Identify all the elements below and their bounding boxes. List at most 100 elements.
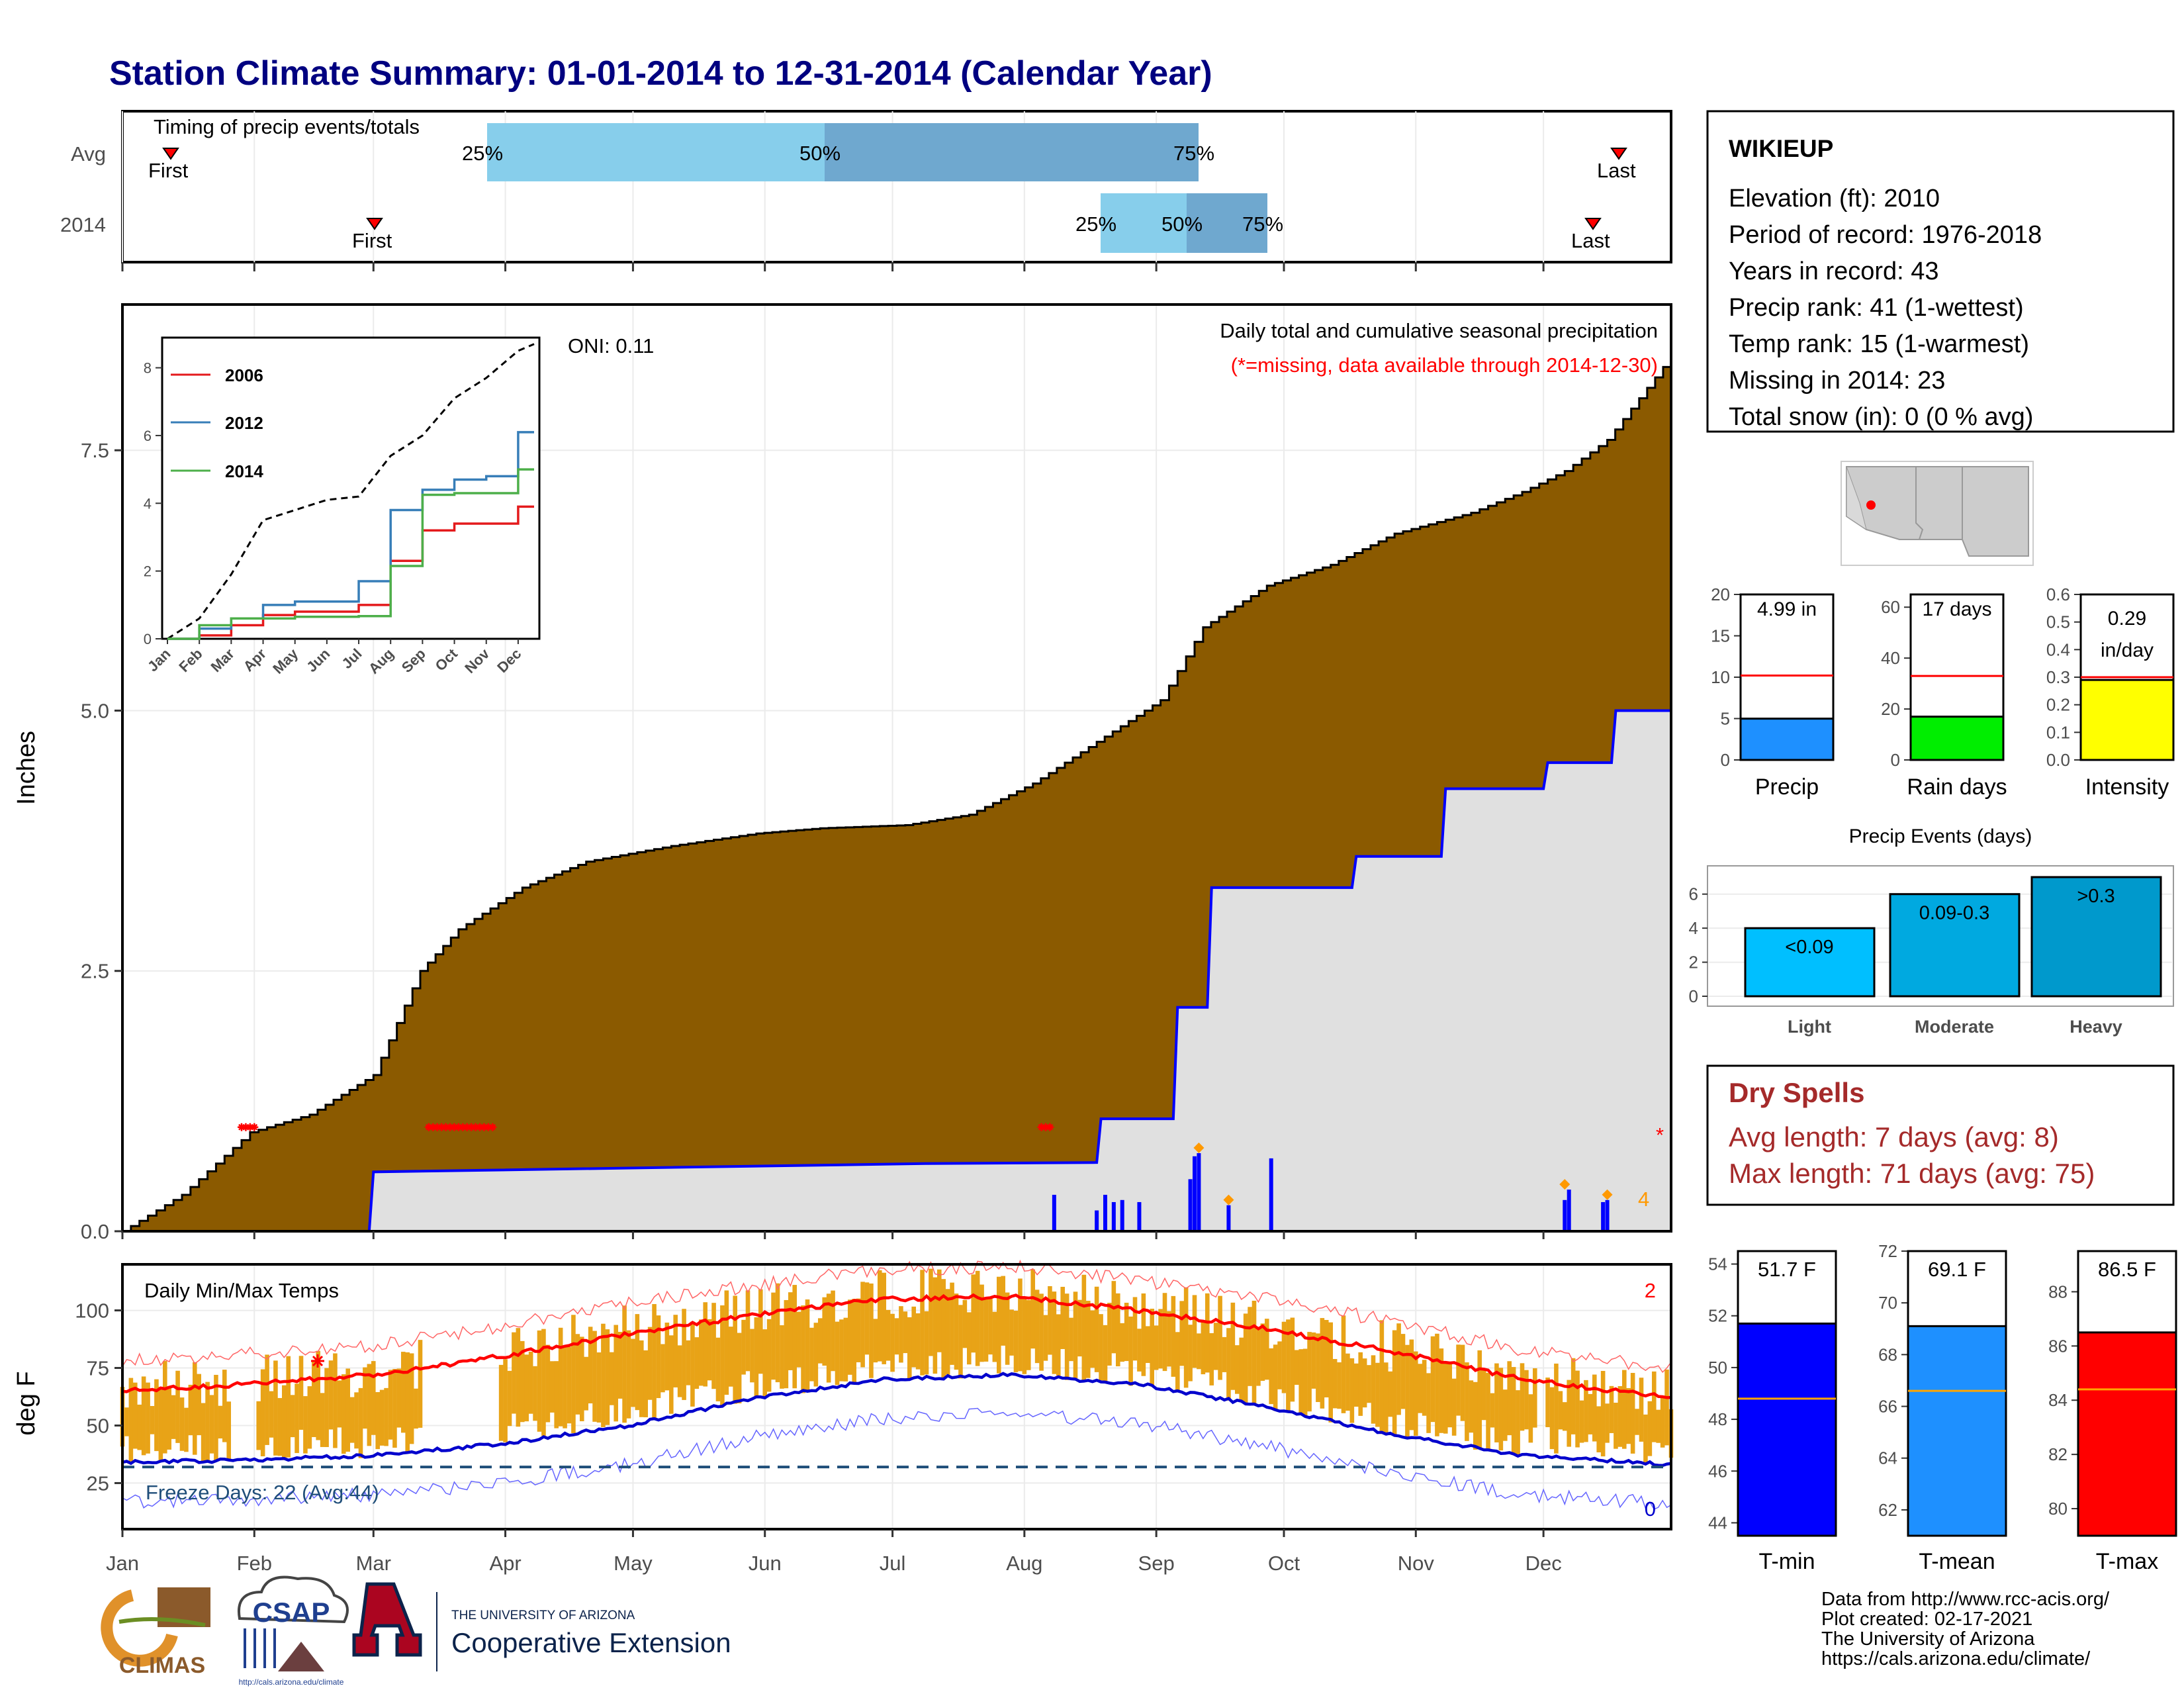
temp-summary-t-mean: 62 64 66 68 70 72 69.1 F T-mean — [1878, 1241, 2007, 1574]
temp-range-bar — [724, 1290, 729, 1395]
temp-range-bar — [609, 1352, 614, 1405]
temp-range-bar — [341, 1374, 346, 1454]
summary-bar-ytick: 0.0 — [2046, 750, 2070, 770]
summary-bar-ytick: 0.6 — [2046, 585, 2070, 604]
daily-precip-bar — [1563, 1199, 1567, 1231]
summary-bar-value: 17 days — [1922, 598, 1991, 620]
missing-mark — [480, 1123, 488, 1131]
temp-range-bar — [1507, 1361, 1512, 1436]
temp-range-bar — [409, 1353, 414, 1444]
dry-spells-max: Max length: 71 days (avg: 75) — [1729, 1158, 2095, 1189]
temp-range-bar — [694, 1337, 700, 1389]
temp-range-bar — [290, 1395, 295, 1438]
temp-range-bar — [1502, 1389, 1508, 1441]
temp-range-bar — [847, 1299, 852, 1375]
temp-range-bar — [1337, 1362, 1342, 1409]
temp-range-bar — [1392, 1330, 1397, 1436]
temp-range-bar — [1001, 1276, 1006, 1346]
missing-mark — [488, 1123, 497, 1131]
temp-range-bar — [524, 1354, 529, 1422]
y2014-last-label: Last — [1571, 229, 1610, 252]
temp-count-top: 2 — [1645, 1279, 1656, 1302]
daily-precip-bar — [1188, 1179, 1193, 1231]
ua-big-text: Cooperative Extension — [451, 1627, 731, 1658]
temp-range-bar — [1405, 1344, 1410, 1439]
daily-precip-bar — [1103, 1194, 1107, 1231]
temp-range-bar — [384, 1387, 388, 1446]
temp-range-bar — [1579, 1400, 1584, 1443]
missing-mark — [484, 1123, 492, 1131]
temp-range-bar — [1081, 1274, 1087, 1382]
temp-range-bar — [822, 1297, 827, 1366]
temp-range-bar — [936, 1269, 942, 1352]
missing-mark — [433, 1123, 441, 1131]
station-location-dot — [1866, 500, 1876, 510]
oni-label: ONI: 0.11 — [568, 334, 654, 357]
summary-bar-ytick: 5 — [1721, 709, 1730, 729]
summary-bar-fill — [1909, 716, 2005, 761]
temp-range-bar — [1256, 1329, 1261, 1386]
summary-bar-ytick: 0.4 — [2046, 639, 2070, 659]
inset-ytick: 4 — [144, 495, 152, 512]
temp-range-bar — [1085, 1301, 1091, 1378]
summary-bar-label: Rain days — [1907, 774, 2007, 800]
temp-range-bar — [635, 1314, 640, 1411]
temp-range-bar — [584, 1356, 589, 1411]
summary-bar-ytick: 0 — [1891, 750, 1900, 770]
temp-summary-ytick: 82 — [2048, 1444, 2068, 1464]
temp-range-bar — [201, 1403, 206, 1463]
temp-range-bar — [971, 1274, 976, 1353]
temp-range-bar — [1588, 1393, 1593, 1434]
temp-range-bar — [188, 1384, 193, 1436]
temp-range-bar — [962, 1299, 968, 1348]
temp-range-bar — [260, 1369, 265, 1456]
temp-range-bar — [869, 1283, 874, 1378]
temp-range-bar — [1073, 1291, 1078, 1379]
temp-range-bar — [571, 1315, 576, 1433]
temp-range-bar — [698, 1319, 704, 1386]
temp-summary-ytick: 46 — [1708, 1461, 1727, 1481]
temp-range-bar — [503, 1359, 508, 1442]
temp-range-bar — [132, 1382, 138, 1449]
temp-range-bar — [1107, 1303, 1112, 1366]
temp-summary-ytick: 86 — [2048, 1336, 2068, 1356]
temp-range-bar — [1103, 1325, 1108, 1382]
temp-range-bar — [652, 1304, 657, 1419]
temp-range-bar — [1409, 1339, 1414, 1430]
summary-bar-label: Intensity — [2085, 774, 2169, 800]
temp-range-bar — [1328, 1322, 1334, 1423]
temp-range-bar — [1430, 1336, 1435, 1423]
footer-line-4: https://cals.arizona.edu/climate/ — [1821, 1648, 2091, 1669]
temp-range-bar — [677, 1345, 682, 1397]
daily-precip-bar — [1137, 1201, 1142, 1231]
temp-summary-ytick: 72 — [1878, 1241, 1897, 1261]
temp-range-bar — [1418, 1364, 1423, 1413]
daily-temp-bars — [120, 1268, 1674, 1464]
temp-range-bar — [541, 1329, 546, 1436]
temp-range-bar — [792, 1285, 797, 1389]
temp-range-bar — [979, 1284, 984, 1362]
temp-range-bar — [537, 1330, 542, 1432]
temp-range-bar — [558, 1327, 563, 1427]
temp-range-bar — [1251, 1300, 1257, 1406]
temp-range-bar — [1532, 1368, 1537, 1428]
temp-range-bar — [349, 1397, 355, 1443]
temp-range-bar — [388, 1370, 393, 1440]
temp-range-bar — [1494, 1363, 1499, 1442]
temp-range-bar — [801, 1305, 805, 1393]
daily-precip-bar — [1567, 1190, 1571, 1231]
temp-range-bar — [277, 1397, 283, 1456]
month-tick: Aug — [1006, 1552, 1042, 1575]
temp-range-bar — [631, 1338, 635, 1407]
footer-line-1: Data from http://www.rcc-acis.org/ — [1821, 1589, 2110, 1610]
temp-range-bar — [1635, 1409, 1639, 1435]
temp-range-bar — [1549, 1387, 1555, 1450]
temp-range-bar — [839, 1319, 844, 1382]
temp-range-bar — [273, 1360, 278, 1456]
avg-25-50-bar — [487, 123, 825, 181]
temp-range-bar — [639, 1340, 644, 1417]
temp-range-bar — [1656, 1409, 1661, 1443]
temp-range-bar — [929, 1268, 933, 1356]
temp-range-bar — [1353, 1363, 1359, 1407]
temp-summary-t-max: 80 82 84 86 88 86.5 F T-max — [2048, 1250, 2177, 1574]
